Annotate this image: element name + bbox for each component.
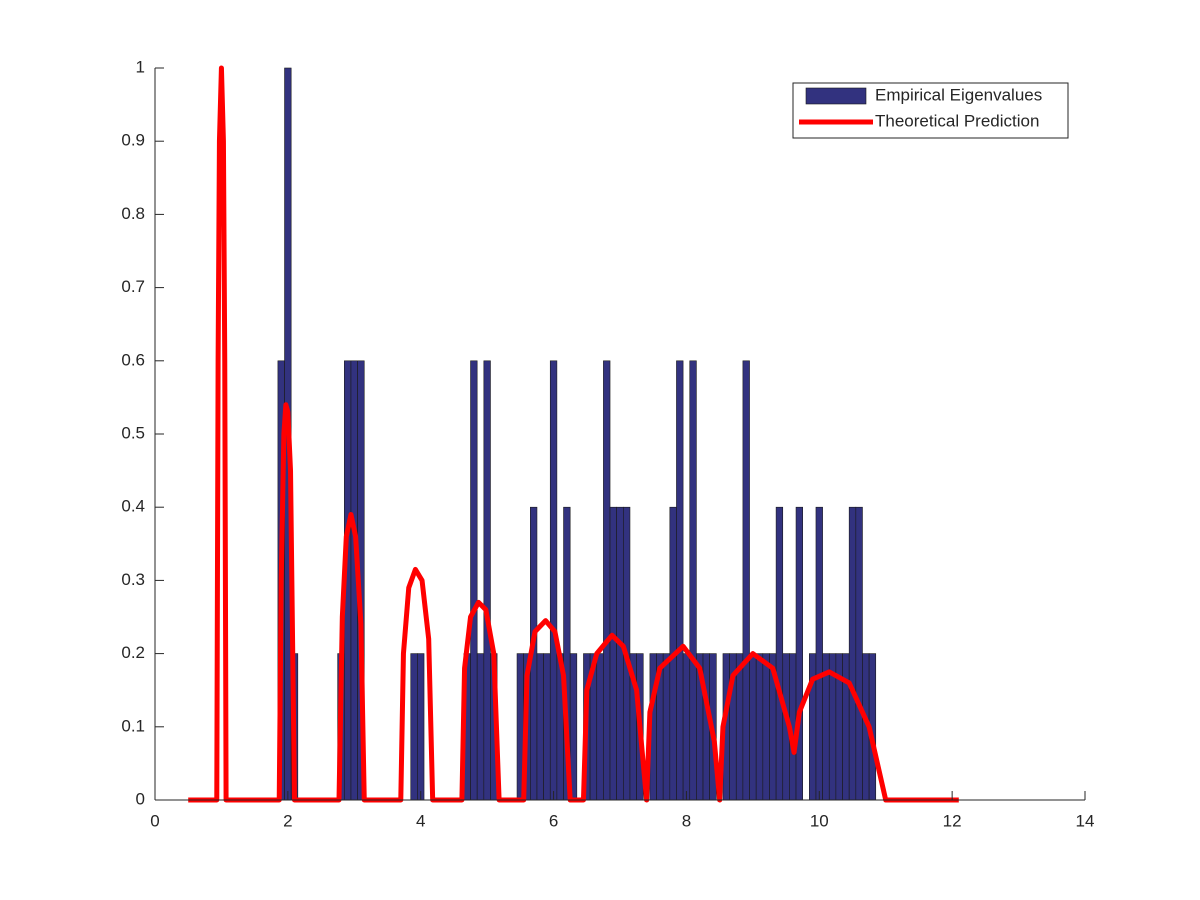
histogram-bar bbox=[549, 360, 558, 801]
histogram-bar bbox=[742, 360, 750, 801]
histogram-bar bbox=[603, 360, 611, 801]
x-tick-label: 6 bbox=[549, 811, 558, 830]
y-tick-label: 0.7 bbox=[121, 277, 145, 296]
y-tick-label: 0.5 bbox=[121, 423, 145, 442]
histogram-bar bbox=[616, 506, 624, 801]
histogram-bar bbox=[749, 653, 757, 801]
histogram-bar bbox=[755, 653, 764, 801]
y-tick-label: 0.2 bbox=[121, 643, 145, 662]
histogram-bar bbox=[762, 653, 770, 801]
line bbox=[188, 65, 959, 803]
histogram-bar bbox=[775, 506, 784, 801]
histogram-bar bbox=[795, 506, 803, 801]
histogram-bar bbox=[483, 360, 491, 801]
y-tick-label: 0.9 bbox=[121, 131, 145, 150]
histogram-bar bbox=[702, 653, 710, 801]
histogram-bar bbox=[682, 653, 691, 801]
y-tick-label: 0.1 bbox=[121, 716, 145, 735]
x-tick-label: 2 bbox=[283, 811, 292, 830]
y-tick-label: 0.4 bbox=[121, 497, 145, 516]
y-tick-label: 0.8 bbox=[121, 204, 145, 223]
histogram-bar bbox=[543, 653, 551, 801]
histogram-bar bbox=[689, 360, 697, 801]
histogram-bar bbox=[536, 653, 544, 801]
x-tick-label: 14 bbox=[1076, 811, 1095, 830]
histogram-bar bbox=[410, 653, 418, 801]
histogram-bar bbox=[848, 506, 857, 801]
legend-label: Theoretical Prediction bbox=[875, 111, 1039, 130]
legend-swatch bbox=[805, 87, 867, 105]
histogram-bar bbox=[662, 653, 671, 801]
histogram-bar bbox=[470, 360, 478, 801]
histogram-bar bbox=[815, 506, 823, 801]
y-tick-label: 0.6 bbox=[121, 350, 145, 369]
histogram-bar bbox=[476, 653, 485, 801]
x-tick-label: 4 bbox=[416, 811, 425, 830]
histogram-bar bbox=[596, 653, 604, 801]
y-tick-label: 0 bbox=[136, 789, 145, 808]
x-tick-label: 0 bbox=[150, 811, 159, 830]
legend-label: Empirical Eigenvalues bbox=[875, 85, 1042, 104]
x-tick-label: 12 bbox=[943, 811, 962, 830]
histogram-bar bbox=[609, 506, 617, 801]
x-tick-label: 8 bbox=[682, 811, 691, 830]
histogram-bar bbox=[842, 653, 850, 801]
x-tick-label: 10 bbox=[810, 811, 829, 830]
histogram-bar bbox=[855, 506, 863, 801]
y-tick-label: 1 bbox=[136, 57, 145, 76]
y-tick-label: 0.3 bbox=[121, 570, 145, 589]
histogram-bar bbox=[735, 653, 744, 801]
histogram-bar bbox=[417, 653, 425, 801]
histogram-bar bbox=[676, 360, 684, 801]
